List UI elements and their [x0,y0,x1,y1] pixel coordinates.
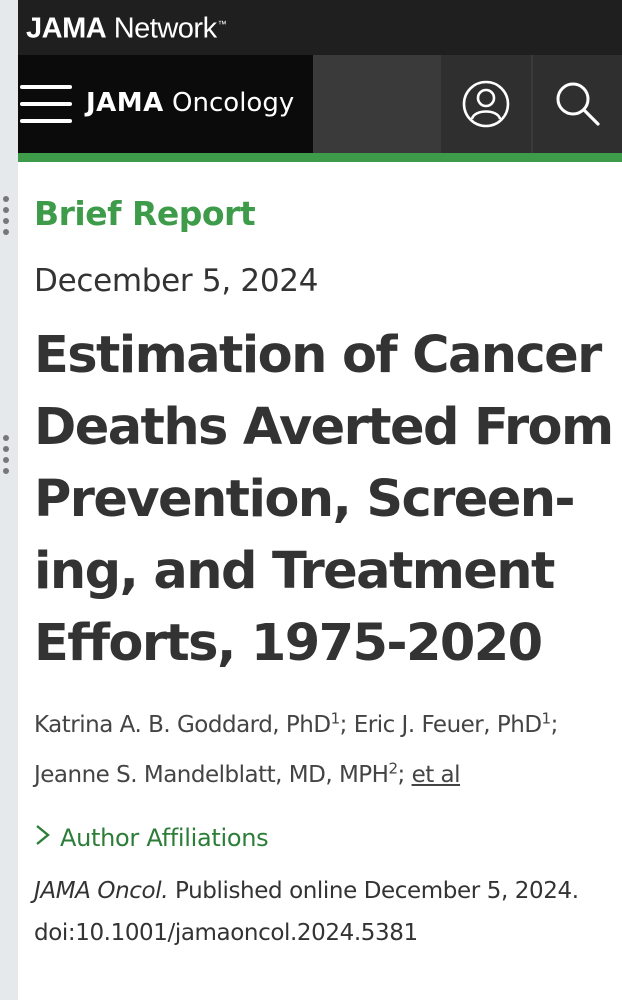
journal-header: JAMA Oncology [18,55,622,153]
search-button[interactable] [533,55,622,153]
title-line: Estimation of Cancer [34,326,602,385]
drag-handle-top[interactable] [3,196,11,240]
jama-network-logo[interactable]: JAMA Network™ [26,12,227,45]
journal-title[interactable]: JAMA Oncology [86,88,295,118]
author-list: Katrina A. B. Goddard, PhD1; Eric J. Feu… [34,709,558,788]
user-icon [462,80,510,128]
network-header: JAMA Network™ [18,0,622,55]
search-icon [556,82,600,126]
title-line: Prevention, Screen- [34,470,576,529]
header-divider [18,153,622,162]
article-type: Brief Report [34,194,256,233]
author-name: Katrina A. B. Goddard, PhD [34,712,331,738]
citation: JAMA Oncol. Published online December 5,… [34,870,618,954]
doi: doi:10.1001/jamaoncol.2024.5381 [34,920,418,946]
author-affiliations-toggle[interactable]: Author Affiliations [34,818,269,858]
title-line: ing, and Treatment [34,542,555,601]
author-name: Eric J. Feuer, PhD [353,712,542,738]
account-button[interactable] [441,55,531,153]
article-title: Estimation of Cancer Deaths Averted From… [34,320,618,680]
affiliations-label: Author Affiliations [60,824,269,852]
et-al-link[interactable]: et al [411,762,461,788]
drag-handle-middle[interactable] [3,435,11,479]
hamburger-icon [20,85,72,123]
citation-journal: JAMA Oncol. [34,878,169,904]
title-line: Efforts, 1975-2020 [34,614,543,673]
publication-date: December 5, 2024 [34,263,319,299]
chevron-right-icon [36,825,50,845]
title-line: Deaths Averted From [34,398,614,457]
menu-button[interactable]: JAMA Oncology [18,55,313,153]
article-header: Brief Report December 5, 2024 Estimation… [18,162,622,1000]
author-name: Jeanne S. Mandelblatt, MD, MPH [34,762,389,788]
